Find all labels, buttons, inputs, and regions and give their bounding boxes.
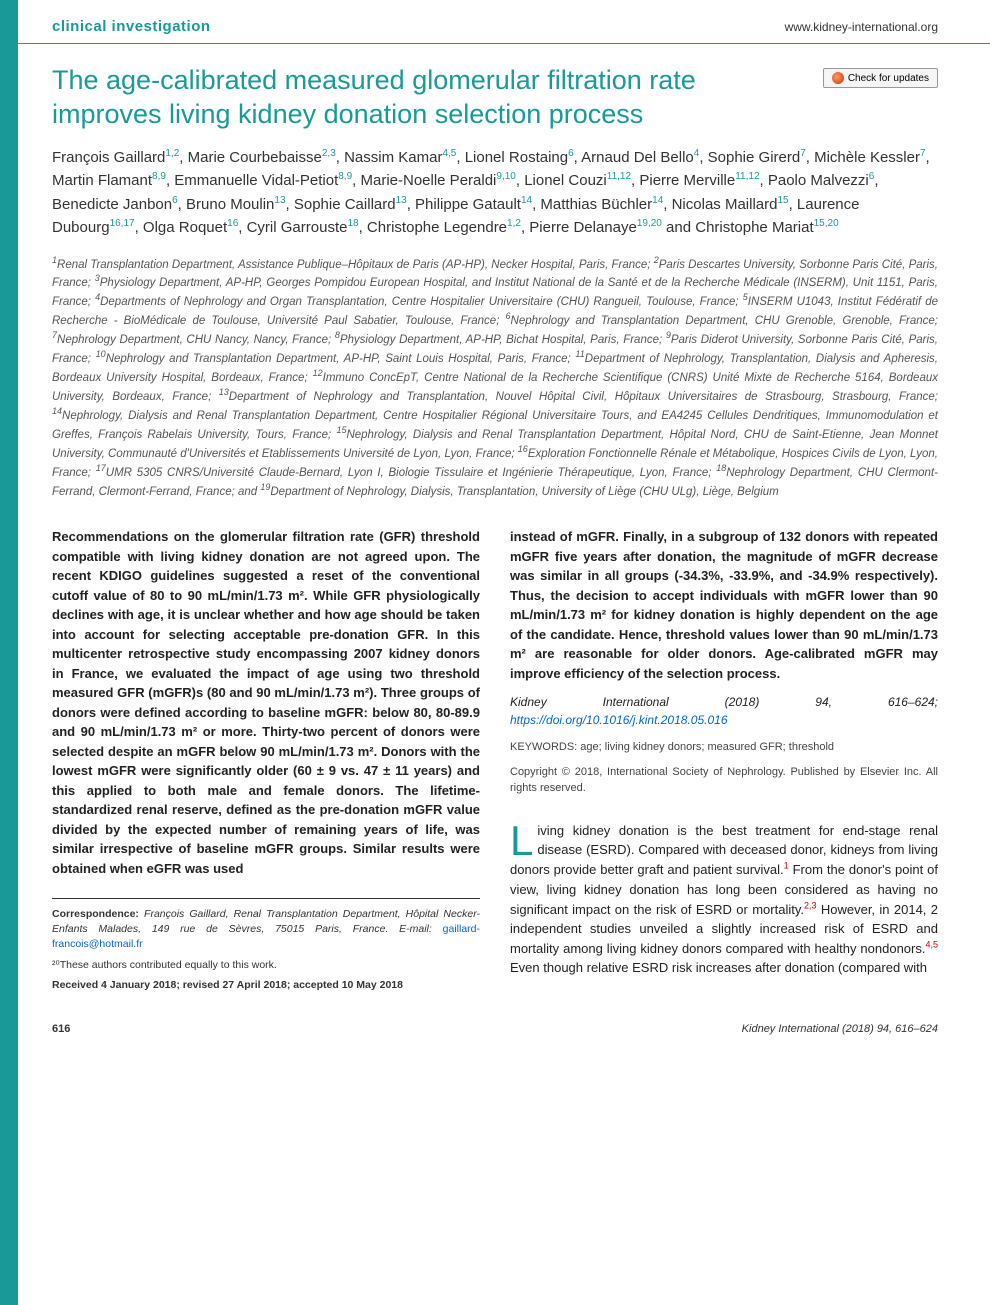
side-accent-bar: [0, 0, 18, 1305]
page-number: 616: [52, 1023, 70, 1035]
check-updates-label: Check for updates: [848, 73, 929, 84]
correspondence-label: Correspondence:: [52, 908, 139, 920]
intro-paragraph: Living kidney donation is the best treat…: [510, 821, 938, 978]
doi-link[interactable]: https://doi.org/10.1016/j.kint.2018.05.0…: [510, 713, 728, 727]
authors-list: François Gaillard1,2, Marie Courbebaisse…: [52, 146, 938, 240]
article-title: The age-calibrated measured glomerular f…: [52, 64, 803, 132]
received-dates: Received 4 January 2018; revised 27 Apri…: [52, 978, 480, 993]
copyright: Copyright © 2018, International Society …: [510, 764, 938, 797]
title-row: The age-calibrated measured glomerular f…: [52, 64, 938, 132]
header-row: clinical investigation www.kidney-intern…: [0, 0, 990, 44]
site-url[interactable]: www.kidney-international.org: [785, 20, 938, 34]
content: The age-calibrated measured glomerular f…: [0, 64, 990, 1013]
section-label: clinical investigation: [52, 18, 211, 35]
two-column-body: Recommendations on the glomerular filtra…: [52, 527, 938, 992]
correspondence-block: Correspondence: François Gaillard, Renal…: [52, 898, 480, 992]
equal-contribution-note: ²⁰These authors contributed equally to t…: [52, 958, 480, 973]
footer-journal-ref: Kidney International (2018) 94, 616–624: [742, 1023, 938, 1035]
affiliations-list: 1Renal Transplantation Department, Assis…: [52, 254, 938, 500]
keywords: KEYWORDS: age; living kidney donors; mea…: [510, 739, 938, 756]
check-updates-button[interactable]: Check for updates: [823, 68, 938, 88]
abstract-part2: instead of mGFR. Finally, in a subgroup …: [510, 527, 938, 683]
journal-citation-text: Kidney International (2018) 94, 616–624;: [510, 695, 938, 709]
right-column: instead of mGFR. Finally, in a subgroup …: [510, 527, 938, 992]
dropcap: L: [510, 821, 537, 859]
crossmark-icon: [832, 72, 844, 84]
page-footer: 616 Kidney International (2018) 94, 616–…: [0, 1013, 990, 1053]
journal-citation: Kidney International (2018) 94, 616–624;…: [510, 693, 938, 729]
correspondence-text: Correspondence: François Gaillard, Renal…: [52, 907, 480, 951]
left-column: Recommendations on the glomerular filtra…: [52, 527, 480, 992]
page: clinical investigation www.kidney-intern…: [0, 0, 990, 1305]
abstract-part1: Recommendations on the glomerular filtra…: [52, 527, 480, 878]
intro-body: iving kidney donation is the best treatm…: [510, 823, 938, 975]
